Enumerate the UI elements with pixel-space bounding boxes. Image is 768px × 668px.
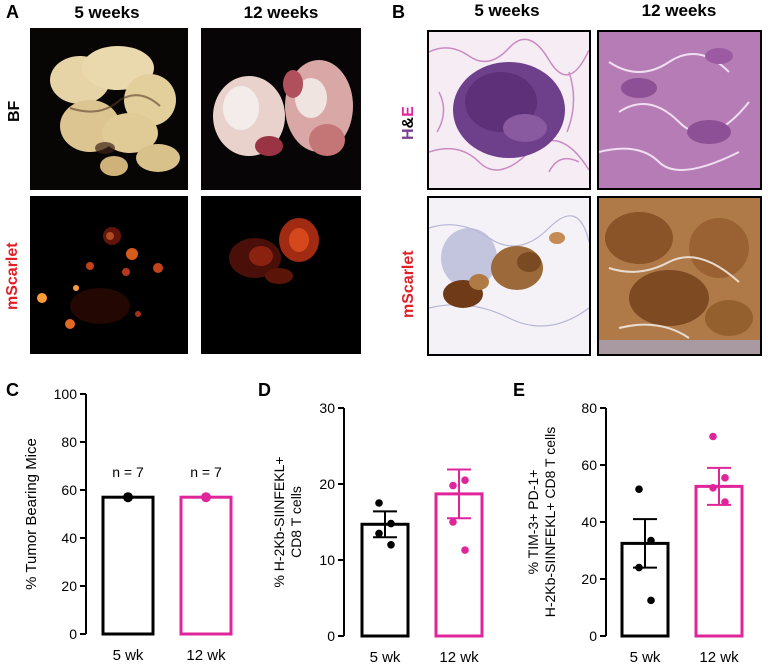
chart-c-y-tick-label: 100	[54, 386, 78, 402]
chart-e-data-point	[635, 485, 643, 494]
chart-c-tumor-bearing-mice: 0 20 40 60 80 100 % Tumor Bearing Mice n = 7 5 w…	[23, 386, 233, 664]
chart-d-y-tick-label: 20	[319, 476, 335, 492]
panel-letter-e: E	[513, 380, 526, 400]
chart-e-data-point	[647, 536, 655, 545]
he-letter-h: H	[400, 128, 417, 140]
mscarlet-12-weeks-lung-image	[201, 196, 361, 354]
chart-c-data-point	[123, 492, 133, 503]
panel-letter-d: D	[258, 380, 271, 400]
panel-a-row-label-bf: BF	[6, 100, 23, 122]
chart-d-data-point	[387, 541, 395, 549]
chart-c-data-point	[201, 492, 211, 503]
ihc-mscarlet-12-weeks-image	[597, 196, 762, 356]
mscarlet-5-weeks-lung-image	[30, 196, 188, 354]
chart-e-tim3-pd1: 0 20 40 60 80 % TIM-3+ PD-1+ H-2Kb-SIINFEKL+ C…	[525, 400, 744, 666]
he-ampersand: &	[400, 116, 417, 129]
chart-e-data-point	[647, 596, 655, 605]
chart-e-y-label-line1: % TIM-3+ PD-1+	[525, 470, 541, 575]
chart-e-bar-2	[694, 484, 744, 638]
he-5-weeks-histology-image	[427, 30, 591, 190]
chart-c-bar-1	[101, 495, 155, 636]
chart-c-y-tick-label: 60	[61, 482, 77, 498]
chart-d-x-tick-label: 12 wk	[439, 649, 479, 666]
chart-e-y-tick-label: 20	[581, 571, 597, 587]
bf-5-weeks-lung-image	[30, 28, 188, 190]
chart-e-x-tick-label: 5 wk	[630, 649, 661, 666]
chart-d-y-tick-label: 0	[327, 628, 335, 644]
chart-e-y-tick-label: 80	[581, 400, 597, 416]
panel-a-title-5-weeks: 5 weeks	[74, 3, 140, 22]
chart-d-y-tick-label: 10	[319, 552, 335, 568]
panel-b-title-12-weeks: 12 weeks	[641, 1, 717, 20]
chart-e-y-tick-label: 60	[581, 457, 597, 473]
chart-e-x-tick-label: 12 wk	[699, 649, 739, 666]
chart-e-data-point	[721, 498, 729, 506]
chart-d-y-label-line1: % H-2Kb-SIINFEKL+	[271, 456, 287, 587]
chart-c-y-tick-label: 40	[61, 530, 77, 546]
chart-d-data-point	[375, 529, 383, 538]
chart-e-y-label-line2: H-2Kb-SIINFEKL+ CD8 T cells	[542, 427, 558, 618]
chart-c-y-tick-label: 20	[61, 578, 77, 594]
chart-c-x-tick-label: 5 wk	[113, 647, 144, 664]
chart-d-data-point	[461, 546, 469, 554]
chart-e-y-tick-label: 40	[581, 514, 597, 530]
he-12-weeks-histology-image	[597, 30, 762, 190]
chart-d-data-point	[461, 476, 469, 484]
chart-c-y-tick-label: 0	[69, 626, 77, 642]
panel-b-row-label-mscarlet: mScarlet	[400, 250, 417, 318]
chart-d-bar-1	[360, 522, 410, 638]
chart-d-data-point	[387, 519, 395, 528]
panel-a-row-label-mscarlet: mScarlet	[4, 242, 21, 310]
panel-a-title-12-weeks: 12 weeks	[243, 3, 319, 22]
panel-letter-a: A	[6, 2, 19, 22]
chart-c-y-label: % Tumor Bearing Mice	[23, 438, 40, 590]
he-letter-e: E	[400, 106, 417, 117]
chart-e-y-tick-label: 0	[589, 628, 597, 644]
chart-e-data-point	[709, 432, 717, 441]
panel-b-title-5-weeks: 5 weeks	[474, 1, 540, 20]
chart-c-x-tick-label: 12 wk	[186, 647, 226, 664]
chart-c-y-tick-label: 80	[61, 434, 77, 450]
panel-letter-c: C	[6, 380, 19, 400]
chart-d-data-point	[449, 481, 457, 490]
bf-12-weeks-lung-image	[201, 28, 361, 190]
chart-d-data-point	[449, 518, 457, 526]
chart-c-annotation: n = 7	[112, 464, 144, 480]
chart-d-x-tick-label: 5 wk	[370, 649, 401, 666]
chart-e-data-point	[721, 474, 729, 482]
chart-c-annotation: n = 7	[190, 464, 222, 480]
chart-d-y-tick-label: 30	[319, 400, 335, 416]
ihc-mscarlet-5-weeks-image	[427, 196, 591, 356]
chart-d-y-label-line2: CD8 T cells	[288, 486, 304, 558]
chart-d-data-point	[375, 499, 383, 507]
chart-e-data-point	[635, 563, 643, 572]
panel-b-row-label-he: H&E	[400, 106, 418, 140]
panel-letter-b: B	[392, 2, 405, 22]
chart-c-bar-2	[179, 495, 233, 636]
chart-e-data-point	[709, 484, 717, 492]
chart-d-siinfekl-cd8: 0 10 20 30 % H-2Kb-SIINFEKL+ CD8 T cells 5 wk 1…	[271, 400, 484, 666]
